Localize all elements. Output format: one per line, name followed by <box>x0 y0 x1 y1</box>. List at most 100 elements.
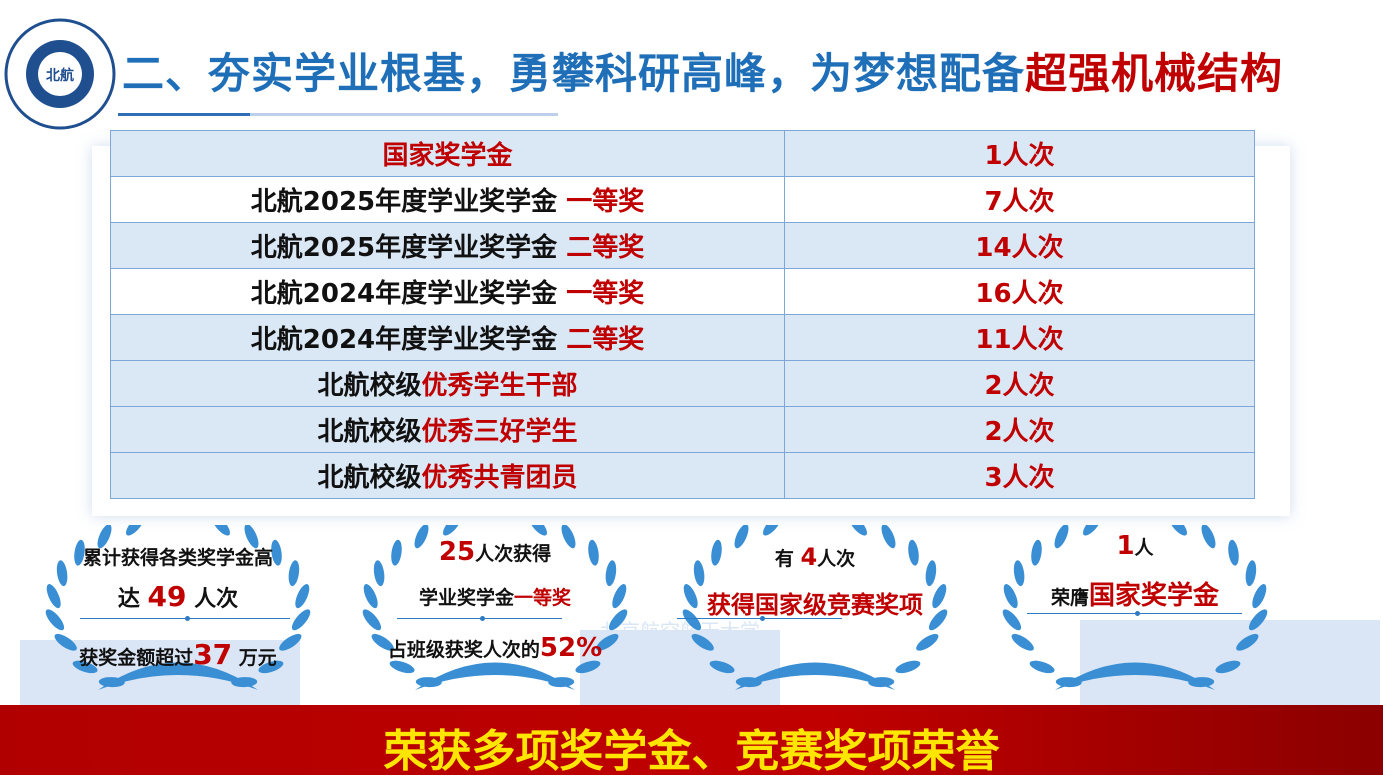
laurel-leaf <box>258 660 284 674</box>
laurel-leaf <box>683 584 698 609</box>
text-segment: 获得国家级竞赛奖项 <box>707 591 923 619</box>
text-segment: 学业奖学金 <box>418 587 514 609</box>
laurel-leaf <box>605 560 617 587</box>
text-segment: 北航校级 <box>317 417 422 447</box>
laurel-leaf <box>682 609 702 631</box>
school-logo: 北航 <box>4 18 116 130</box>
laurel-leaf <box>295 584 310 609</box>
text-segment: 北航2024年度学业奖学金 <box>250 279 567 309</box>
text-segment: 北航2025年度学业奖学金 <box>250 233 567 263</box>
laurel-leaf <box>371 633 394 651</box>
laurel-leaf <box>1083 525 1102 536</box>
stat-wreath-3: 有 4人次 获得国家级竞赛奖项 <box>665 525 965 705</box>
text-segment: 一等奖 <box>566 279 645 309</box>
text-segment: 占班级获奖人次的 <box>387 639 540 661</box>
laurel-leaf <box>1011 633 1034 651</box>
laurel-wreath-icon <box>682 525 948 690</box>
wreath-line-2: 学业奖学金一等奖 <box>345 583 645 610</box>
table-row: 北航2024年度学业奖学金 二等奖 11人次 <box>110 314 1255 361</box>
award-count: 14人次 <box>784 222 1255 269</box>
wreath-line-1: 有 4人次 <box>665 543 965 571</box>
laurel-leaf <box>291 609 311 631</box>
text-segment: 优秀三好学生 <box>421 417 578 447</box>
award-name: 北航校级优秀学生干部 <box>110 360 785 407</box>
laurel-leaf <box>691 633 714 651</box>
divider <box>677 616 842 621</box>
text-segment: 25 <box>438 537 476 567</box>
laurel-leaf <box>895 660 921 674</box>
laurel-wreath-icon <box>362 525 628 690</box>
laurel-leaf <box>709 660 735 674</box>
table-row: 北航校级优秀共青团员 3人次 <box>110 452 1255 499</box>
laurel-leaf <box>881 525 896 549</box>
wreath-line-2: 获得国家级竞赛奖项 <box>665 585 965 620</box>
text-segment: 荣膺 <box>1050 587 1089 609</box>
laurel-leaf <box>271 539 282 566</box>
text-segment: 49 <box>147 580 187 613</box>
laurel-leaf <box>908 539 919 566</box>
laurel-leaf <box>443 525 462 536</box>
laurel-leaf <box>711 539 722 566</box>
award-name: 北航校级优秀三好学生 <box>110 406 785 453</box>
laurel-leaf <box>1003 584 1018 609</box>
laurel-leaf <box>561 525 576 549</box>
logo-center-text: 北航 <box>46 67 74 84</box>
laurel-ribbon <box>735 662 895 690</box>
text-segment: 人次 <box>817 548 856 570</box>
laurel-leaf <box>916 633 939 651</box>
text-segment: 北航校级 <box>317 463 422 493</box>
laurel-wreath-icon <box>1002 525 1268 690</box>
text-segment: 一等奖 <box>514 587 572 609</box>
laurel-leaf <box>925 560 937 587</box>
laurel-leaf <box>1029 660 1055 674</box>
award-count: 2人次 <box>784 360 1255 407</box>
text-segment: 万元 <box>232 647 277 669</box>
text-segment: 人次 <box>186 587 239 612</box>
laurel-leaf <box>528 525 547 536</box>
laurel-ribbon <box>415 662 575 690</box>
award-count: 1人次 <box>784 130 1255 177</box>
text-segment: 有 <box>774 548 801 570</box>
text-segment: 获奖金额超过 <box>79 647 194 669</box>
text-segment: 4 <box>800 543 818 571</box>
divider <box>1027 611 1242 616</box>
text-segment: 达 <box>117 587 148 612</box>
table-row: 北航2024年度学业奖学金 一等奖 16人次 <box>110 268 1255 315</box>
laurel-leaf <box>391 539 402 566</box>
laurel-leaf <box>54 633 77 651</box>
text-segment: 北航校级 <box>317 371 422 401</box>
award-count: 11人次 <box>784 314 1255 361</box>
wreath-line-2: 达 49 人次 <box>28 580 328 613</box>
wreath-line-3: 获奖金额超过37 万元 <box>28 638 328 671</box>
laurel-leaf <box>612 584 627 609</box>
laurel-leaf <box>389 660 415 674</box>
watermark-text: 北京航空航天大学 <box>600 619 760 643</box>
laurel-leaf <box>373 560 385 587</box>
laurel-leaf <box>1248 609 1268 631</box>
awards-table: 国家奖学金 1人次 北航2025年度学业奖学金 一等奖 7人次 北航2025年度学业奖学… <box>110 130 1255 499</box>
laurel-leaf <box>414 525 429 549</box>
laurel-leaf <box>932 584 947 609</box>
award-name: 国家奖学金 <box>110 130 785 177</box>
award-name: 北航校级优秀共青团员 <box>110 452 785 499</box>
table-row: 北航2025年度学业奖学金 二等奖 14人次 <box>110 222 1255 269</box>
title-underline <box>118 113 558 116</box>
laurel-ribbon <box>98 662 258 690</box>
wreath-line-3: 占班级获奖人次的52% <box>345 633 645 663</box>
laurel-leaf <box>608 609 628 631</box>
laurel-leaf <box>126 525 145 536</box>
bottom-banner: 荣获多项奖学金、竞赛奖项荣誉 <box>0 705 1383 777</box>
text-segment: 北航2025年度学业奖学金 <box>250 187 567 217</box>
laurel-leaf <box>211 525 230 536</box>
text-segment: 北航2024年度学业奖学金 <box>250 325 567 355</box>
divider <box>80 616 290 621</box>
wreath-line-1: 25人次获得 <box>345 537 645 567</box>
award-count: 3人次 <box>784 452 1255 499</box>
table-row: 北航校级优秀学生干部 2人次 <box>110 360 1255 407</box>
laurel-leaf <box>244 525 259 549</box>
laurel-leaf <box>1168 525 1187 536</box>
stat-wreath-1: 累计获得各类奖学金高 达 49 人次 获奖金额超过37 万元 <box>28 525 328 705</box>
laurel-leaf <box>588 539 599 566</box>
text-segment: 一等奖 <box>566 187 645 217</box>
laurel-leaf <box>363 584 378 609</box>
